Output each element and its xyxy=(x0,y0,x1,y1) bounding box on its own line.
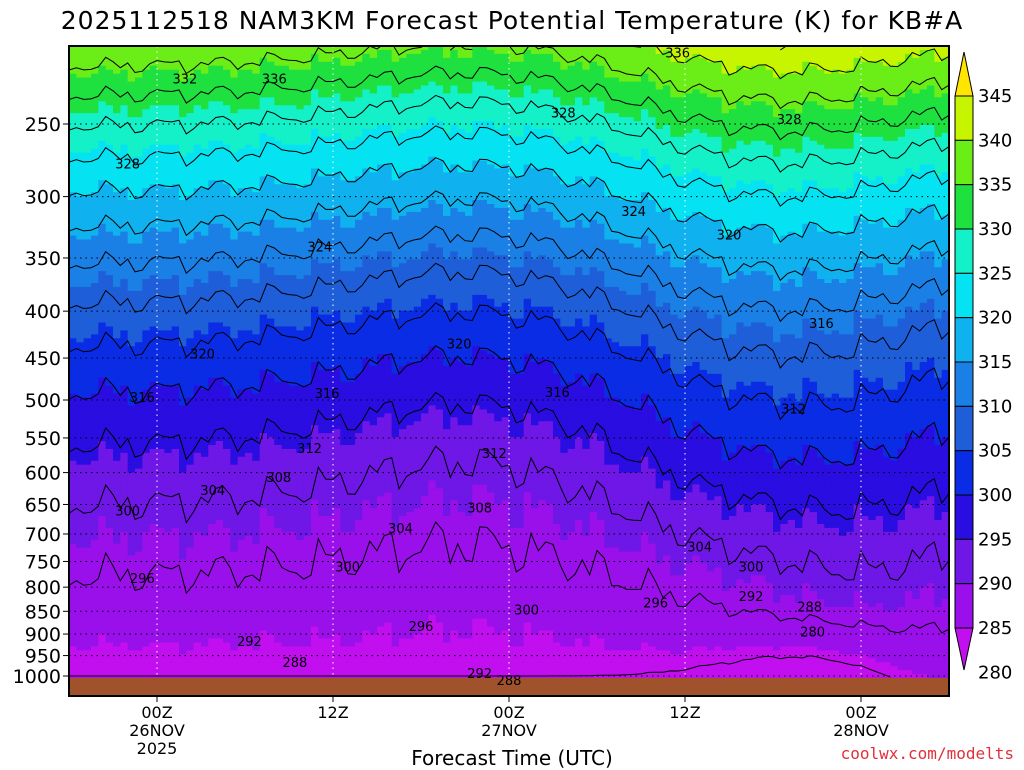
contour-label: 308 xyxy=(266,471,291,486)
colorbar-tick-label: 310 xyxy=(978,396,1012,417)
y-tick-label: 600 xyxy=(25,463,61,485)
contour-label: 312 xyxy=(781,403,806,418)
y-tick-label: 250 xyxy=(25,114,61,136)
contour-label: 312 xyxy=(297,442,322,457)
colorbar-tick-label: 330 xyxy=(978,219,1012,240)
colorbar-tick-label: 320 xyxy=(978,308,1012,329)
contour-label: 300 xyxy=(514,603,539,618)
contour-label: 292 xyxy=(467,667,492,682)
x-tick-label: 12Z xyxy=(317,703,348,722)
x-tick-label: 00Z xyxy=(845,703,876,722)
contour-label: 288 xyxy=(497,674,522,689)
contour-label: 300 xyxy=(739,561,764,576)
contour-label: 304 xyxy=(687,540,712,555)
y-tick-label: 700 xyxy=(25,524,61,546)
contour-label: 304 xyxy=(200,484,225,499)
contour-label: 324 xyxy=(307,240,332,255)
colorbar-tick-label: 305 xyxy=(978,441,1012,462)
colorbar-max-triangle xyxy=(955,52,973,96)
y-tick-label: 300 xyxy=(25,187,61,209)
colorbar-tick-label: 285 xyxy=(978,618,1012,639)
x-tick-label: 00Z xyxy=(493,703,524,722)
contour-label: 296 xyxy=(643,596,668,611)
contour-label: 288 xyxy=(282,656,307,671)
y-tick-label: 750 xyxy=(25,551,61,573)
contour-label: 328 xyxy=(115,157,140,172)
colorbar-segment xyxy=(955,318,973,362)
contour-label: 296 xyxy=(409,620,434,635)
contour-label: 320 xyxy=(717,229,742,244)
colorbar-segment xyxy=(955,495,973,539)
colorbar-segment xyxy=(955,539,973,583)
y-tick-label: 900 xyxy=(25,624,61,646)
colorbar-tick-label: 325 xyxy=(978,263,1012,284)
colorbar-segment xyxy=(955,584,973,628)
y-tick-label: 400 xyxy=(25,301,61,323)
x-tick-label: 26NOV xyxy=(129,721,185,740)
contour-label: 312 xyxy=(482,447,507,462)
colorbar: 280 285 290 295 300 305 310 315 320 325 330 335 340 3… xyxy=(955,52,1012,683)
colorbar-tick-label: 300 xyxy=(978,485,1012,506)
colorbar-tick-label: 290 xyxy=(978,574,1012,595)
contour-label: 304 xyxy=(388,522,413,537)
contour-label: 316 xyxy=(315,387,340,402)
chart-title: 2025112518 NAM3KM Forecast Potential Tem… xyxy=(0,6,1024,35)
colorbar-segment xyxy=(955,140,973,184)
contour-label: 280 xyxy=(800,625,825,640)
colorbar-segment xyxy=(955,362,973,406)
colorbar-segment xyxy=(955,185,973,229)
y-tick-label: 500 xyxy=(25,390,61,412)
contour-label: 288 xyxy=(797,601,822,616)
contour-label: 324 xyxy=(621,205,646,220)
colorbar-segment xyxy=(955,96,973,140)
y-tick-label: 850 xyxy=(25,601,61,623)
y-tick-label: 550 xyxy=(25,428,61,450)
contour-label: 292 xyxy=(237,635,262,650)
contour-label: 296 xyxy=(130,572,155,587)
x-tick-label: 12Z xyxy=(669,703,700,722)
site-credit: coolwx.com/modelts xyxy=(841,744,1014,763)
contour-label: 300 xyxy=(335,561,360,576)
contour-label: 336 xyxy=(665,47,690,62)
y-tick-label: 450 xyxy=(25,348,61,370)
contour-label: 292 xyxy=(739,590,764,605)
y-tick-label: 350 xyxy=(25,248,61,270)
colorbar-segment xyxy=(955,229,973,273)
colorbar-tick-label: 280 xyxy=(978,662,1012,683)
y-tick-label: 950 xyxy=(25,646,61,668)
y-tick-label: 650 xyxy=(25,494,61,516)
contour-label: 320 xyxy=(447,338,472,353)
x-tick-label: 28NOV xyxy=(833,721,889,740)
contour-label: 308 xyxy=(467,502,492,517)
colorbar-segment xyxy=(955,451,973,495)
colorbar-tick-label: 335 xyxy=(978,175,1012,196)
contour-label: 300 xyxy=(115,505,140,520)
contour-label: 332 xyxy=(172,72,197,87)
contour-label: 316 xyxy=(130,391,155,406)
colorbar-tick-label: 315 xyxy=(978,352,1012,373)
colorbar-min-triangle xyxy=(955,628,973,670)
contour-label: 328 xyxy=(777,113,802,128)
colorbar-segment xyxy=(955,406,973,450)
colorbar-tick-label: 340 xyxy=(978,130,1012,151)
contour-label: 328 xyxy=(551,107,576,122)
contour-label: 336 xyxy=(262,72,287,87)
contour-label: 316 xyxy=(545,386,570,401)
colorbar-segment xyxy=(955,273,973,317)
y-tick-label: 1000 xyxy=(13,666,61,688)
x-tick-label: 00Z xyxy=(141,703,172,722)
x-tick-label: 27NOV xyxy=(481,721,537,740)
contour-label: 316 xyxy=(809,317,834,332)
colorbar-tick-label: 295 xyxy=(978,529,1012,550)
colorbar-tick-label: 345 xyxy=(978,86,1012,107)
y-tick-label: 800 xyxy=(25,577,61,599)
contour-label: 320 xyxy=(190,348,215,363)
